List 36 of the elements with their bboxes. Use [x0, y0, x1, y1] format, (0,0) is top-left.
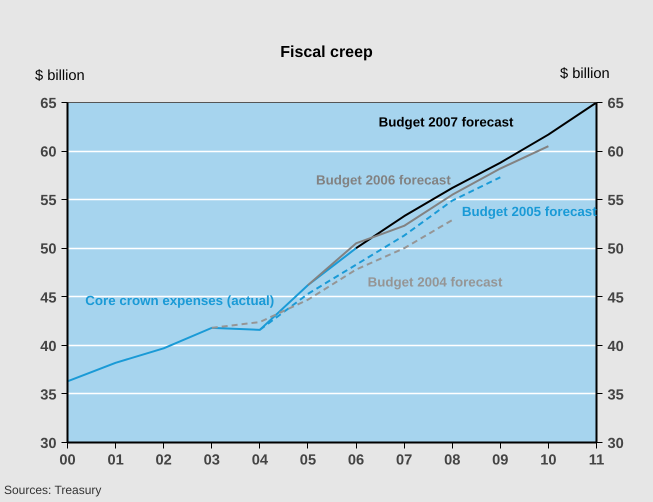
y-tick-label: 40	[40, 338, 57, 355]
y2-tick-label: 45	[608, 290, 624, 306]
x-tick-label: 09	[492, 452, 508, 468]
x-tick-label: 11	[588, 452, 604, 468]
chart-title: Fiscal creep	[279, 43, 374, 63]
x-tick-label: 03	[204, 452, 220, 468]
y-tick-label: 60	[40, 144, 57, 161]
series-label: Budget 2006 forecast	[316, 172, 452, 188]
y2-tick-label: 65	[608, 96, 624, 112]
y-tick-label: 50	[40, 242, 57, 258]
y2-tick-label: 35	[608, 387, 624, 404]
y2-tick-label: 60	[608, 144, 624, 161]
y2-tick-label: 40	[608, 338, 624, 355]
x-tick-label: 10	[540, 452, 557, 468]
x-tick-label: 05	[300, 452, 316, 468]
y-axis-title: $ billion	[35, 67, 85, 86]
y2-tick-label: 30	[608, 436, 624, 452]
y-tick-label: 35	[40, 387, 57, 404]
x-tick-label: 04	[252, 452, 269, 468]
x-tick-label: 00	[59, 452, 76, 468]
y-tick-label: 55	[40, 193, 57, 210]
series-label: Core crown expenses (actual)	[85, 293, 274, 308]
series-label: Budget 2007 forecast	[378, 114, 514, 130]
x-tick-label: 07	[396, 452, 412, 468]
series-label: Budget 2004 forecast	[368, 274, 503, 290]
x-tick-label: 01	[107, 452, 124, 468]
source-note: Sources: Treasury	[3, 482, 102, 499]
y-tick-label: 65	[40, 96, 57, 112]
y-tick-label: 45	[40, 290, 57, 306]
y2-tick-label: 55	[608, 193, 624, 210]
y2-axis-title: $ billion	[560, 65, 610, 84]
x-tick-label: 06	[348, 452, 364, 468]
y2-tick-label: 50	[608, 242, 624, 258]
x-tick-label: 08	[444, 452, 460, 468]
x-tick-label: 02	[156, 452, 172, 468]
y-tick-label: 30	[40, 436, 57, 452]
